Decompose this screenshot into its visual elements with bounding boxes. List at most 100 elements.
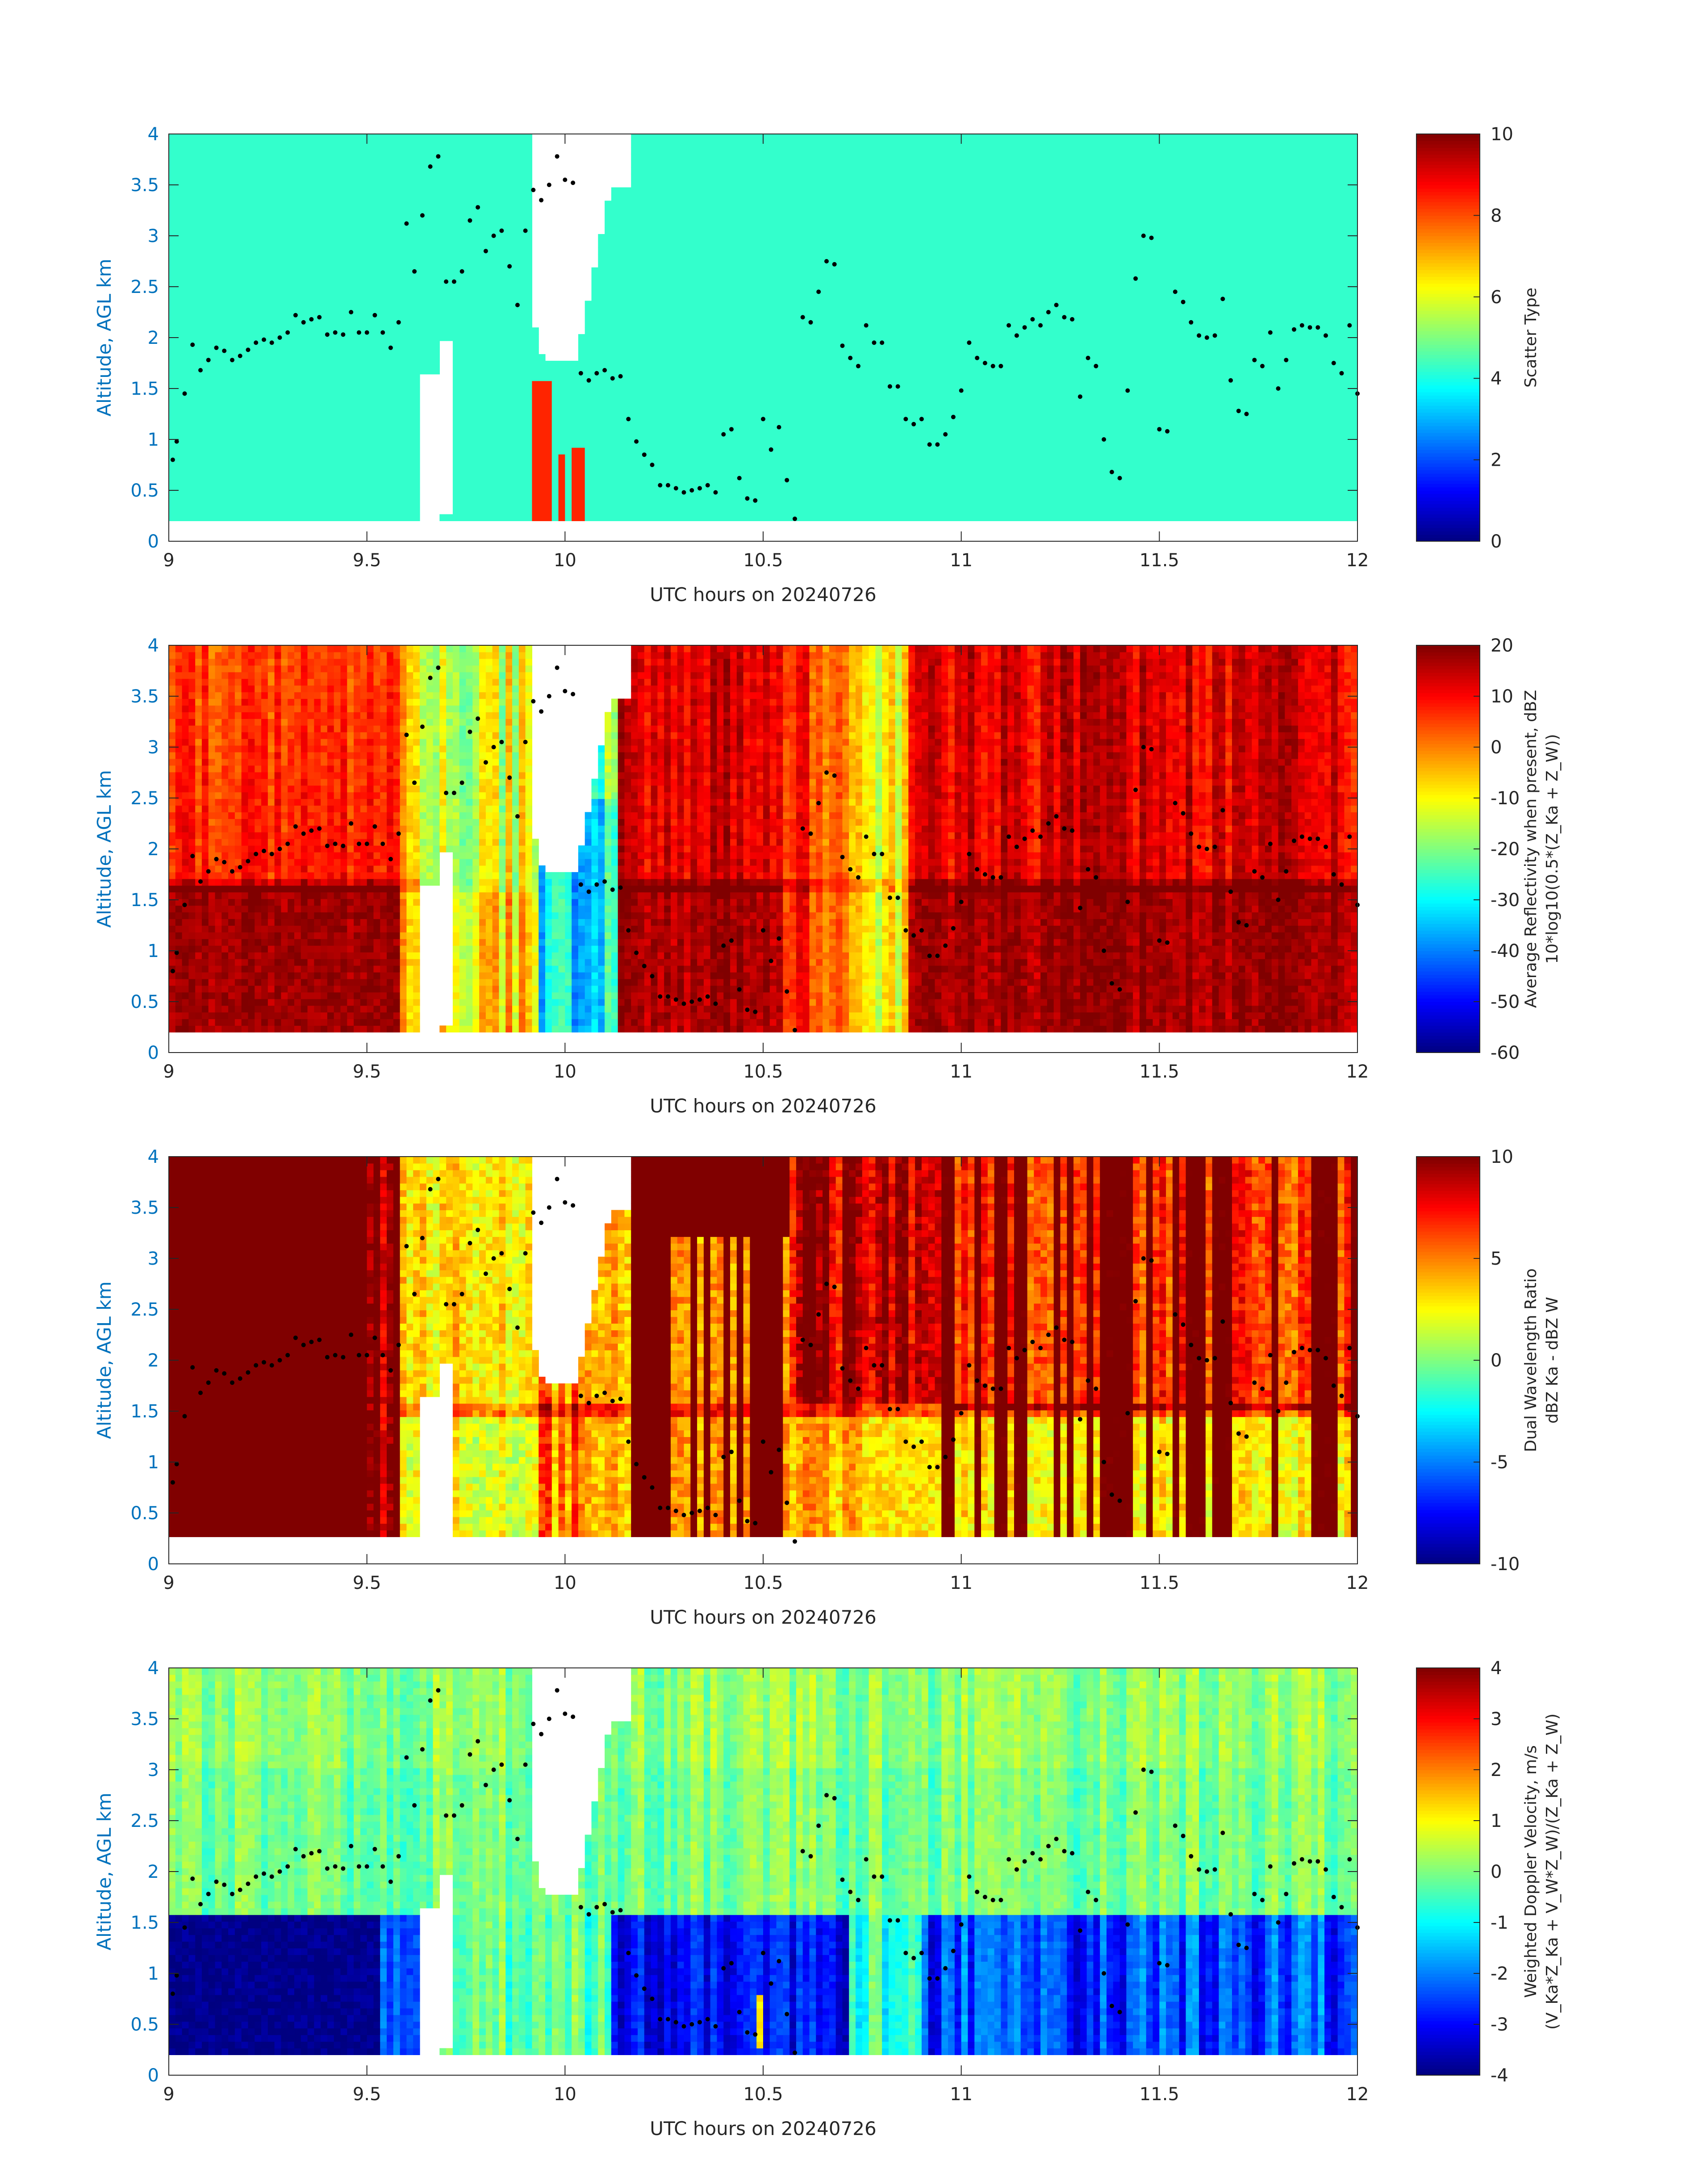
heatmap-cell — [459, 454, 466, 461]
heatmap-cell — [275, 361, 281, 368]
heatmap-cell — [426, 221, 433, 228]
heatmap-cell — [439, 141, 446, 148]
heatmap-cell — [526, 134, 532, 141]
heatmap-cell — [281, 488, 288, 495]
heatmap-cell — [301, 288, 308, 295]
heatmap-cell — [248, 161, 255, 168]
heatmap-cell — [519, 188, 526, 195]
heatmap-cell — [426, 154, 433, 161]
heatmap-cell — [248, 307, 255, 314]
heatmap-cell — [413, 327, 420, 334]
heatmap-cell — [373, 501, 380, 508]
heatmap-cell — [215, 141, 222, 148]
heatmap-cell — [413, 488, 420, 495]
heatmap-cell — [393, 247, 400, 255]
heatmap-cell — [426, 288, 433, 295]
heatmap-cell — [552, 461, 559, 468]
heatmap-cell — [367, 307, 374, 314]
heatmap-cell — [327, 454, 334, 461]
heatmap-cell — [182, 361, 189, 368]
heatmap-cell — [493, 434, 499, 441]
heatmap-cell — [327, 474, 334, 481]
heatmap-cell — [334, 488, 341, 495]
heatmap-cell — [248, 368, 255, 375]
heatmap-cell — [308, 514, 314, 521]
heatmap-cell — [261, 161, 268, 168]
heatmap-cell — [341, 434, 347, 441]
heatmap-cell — [321, 347, 327, 355]
heatmap-cell — [505, 281, 512, 288]
heatmap-cell — [301, 401, 308, 408]
heatmap-cell — [202, 508, 209, 515]
heatmap-cell — [182, 261, 189, 268]
heatmap-cell — [413, 194, 420, 201]
heatmap-cell — [387, 421, 393, 428]
heatmap-cell — [479, 147, 486, 155]
heatmap-cell — [519, 247, 526, 255]
heatmap-cell — [308, 501, 314, 508]
heatmap-cell — [605, 307, 611, 314]
heatmap-cell — [486, 461, 493, 468]
heatmap-cell — [519, 174, 526, 181]
heatmap-cell — [512, 281, 519, 288]
heatmap-cell — [459, 181, 466, 188]
heatmap-cell — [169, 481, 175, 488]
heatmap-cell — [268, 207, 275, 214]
heatmap-cell — [400, 407, 407, 414]
heatmap-cell — [235, 468, 242, 475]
heatmap-cell — [314, 301, 321, 308]
heatmap-cell — [347, 167, 354, 175]
heatmap-cell — [453, 368, 459, 375]
heatmap-cell — [493, 194, 499, 201]
heatmap-cell — [360, 474, 367, 481]
heatmap-cell — [354, 454, 360, 461]
heatmap-cell — [559, 394, 565, 401]
heatmap-cell — [228, 447, 235, 455]
heatmap-cell — [188, 327, 195, 334]
heatmap-cell — [611, 347, 618, 355]
heatmap-cell — [479, 281, 486, 288]
heatmap-cell — [182, 494, 189, 501]
heatmap-cell — [294, 514, 301, 521]
heatmap-cell — [308, 421, 314, 428]
heatmap-cell — [314, 421, 321, 428]
heatmap-cell — [182, 134, 189, 141]
heatmap-cell — [400, 234, 407, 241]
heatmap-cell — [611, 414, 618, 421]
heatmap-cell — [472, 288, 479, 295]
heatmap-cell — [519, 274, 526, 281]
heatmap-cell — [605, 294, 611, 301]
heatmap-cell — [472, 174, 479, 181]
heatmap-cell — [202, 181, 209, 188]
heatmap-cell — [433, 254, 440, 261]
heatmap-cell — [499, 141, 505, 148]
heatmap-cell — [479, 214, 486, 221]
heatmap-cell — [169, 207, 175, 214]
heatmap-cell — [512, 267, 519, 275]
heatmap-cell — [512, 254, 519, 261]
heatmap-cell — [281, 454, 288, 461]
heatmap-cell — [354, 147, 360, 155]
heatmap-cell — [387, 141, 393, 148]
heatmap-cell — [585, 407, 592, 414]
heatmap-cell — [373, 194, 380, 201]
heatmap-cell — [532, 341, 539, 348]
heatmap-cell — [453, 321, 459, 328]
heatmap-cell — [334, 181, 341, 188]
heatmap-cell — [221, 254, 228, 261]
heatmap-cell — [221, 488, 228, 495]
heatmap-cell — [611, 254, 618, 261]
heatmap-cell — [281, 167, 288, 175]
heatmap-cell — [188, 334, 195, 341]
heatmap-cell — [499, 161, 505, 168]
heatmap-cell — [466, 421, 473, 428]
heatmap-cell — [406, 167, 413, 175]
heatmap-cell — [288, 254, 294, 261]
heatmap-cell — [380, 401, 387, 408]
heatmap-cell — [406, 201, 413, 208]
heatmap-cell — [453, 234, 459, 241]
heatmap-cell — [426, 147, 433, 155]
heatmap-cell — [446, 214, 453, 221]
heatmap-cell — [354, 194, 360, 201]
heatmap-cell — [327, 261, 334, 268]
